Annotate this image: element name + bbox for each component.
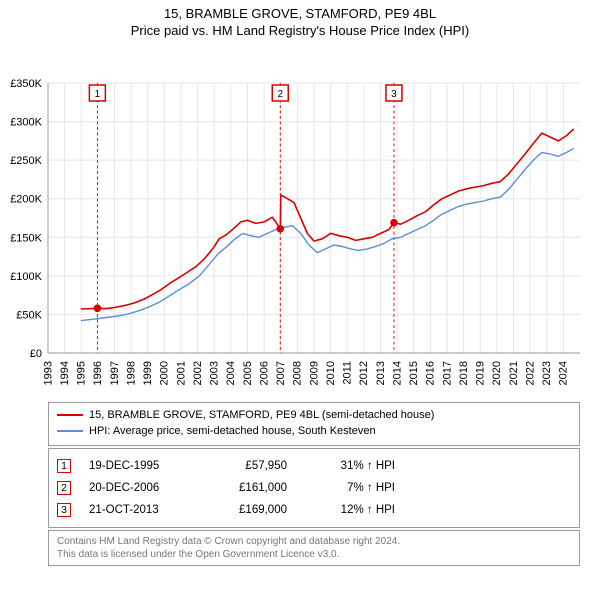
legend-label: 15, BRAMBLE GROVE, STAMFORD, PE9 4BL (se… bbox=[89, 409, 434, 421]
svg-text:£0: £0 bbox=[30, 348, 42, 360]
svg-text:2001: 2001 bbox=[175, 361, 187, 385]
svg-text:£200K: £200K bbox=[10, 194, 42, 206]
svg-text:2003: 2003 bbox=[209, 361, 221, 385]
svg-text:1994: 1994 bbox=[59, 361, 71, 385]
svg-text:2004: 2004 bbox=[225, 361, 237, 385]
svg-text:2002: 2002 bbox=[192, 361, 204, 385]
svg-text:2017: 2017 bbox=[441, 361, 453, 385]
svg-text:£100K: £100K bbox=[10, 271, 42, 283]
legend-swatch bbox=[57, 414, 83, 416]
svg-text:2015: 2015 bbox=[408, 361, 420, 385]
svg-text:2022: 2022 bbox=[524, 361, 536, 385]
svg-text:1998: 1998 bbox=[125, 361, 137, 385]
svg-text:1993: 1993 bbox=[42, 361, 54, 385]
svg-text:2013: 2013 bbox=[375, 361, 387, 385]
svg-text:2006: 2006 bbox=[258, 361, 270, 385]
transaction-price: £161,000 bbox=[207, 482, 287, 494]
line-chart-svg: £0 £50K £100K £150K £200K £250K £300K £350K 1993… bbox=[0, 38, 600, 398]
footer-line-2: This data is licensed under the Open Gov… bbox=[57, 548, 571, 561]
transaction-pct-vs-hpi: 7% ↑ HPI bbox=[305, 482, 395, 494]
svg-text:2: 2 bbox=[277, 89, 283, 100]
transaction-date: 19-DEC-1995 bbox=[89, 460, 189, 472]
svg-text:£300K: £300K bbox=[10, 117, 42, 129]
svg-text:£150K: £150K bbox=[10, 232, 42, 244]
svg-text:3: 3 bbox=[391, 89, 397, 100]
svg-text:2007: 2007 bbox=[275, 361, 287, 385]
transaction-date: 20-DEC-2006 bbox=[89, 482, 189, 494]
legend-row: 15, BRAMBLE GROVE, STAMFORD, PE9 4BL (se… bbox=[57, 407, 571, 423]
transaction-pct-vs-hpi: 31% ↑ HPI bbox=[305, 460, 395, 472]
svg-text:1999: 1999 bbox=[142, 361, 154, 385]
transaction-marker-badge: 3 bbox=[57, 503, 71, 517]
transaction-marker-badge: 2 bbox=[57, 481, 71, 495]
svg-text:2016: 2016 bbox=[425, 361, 437, 385]
svg-text:2014: 2014 bbox=[391, 361, 403, 385]
svg-text:2008: 2008 bbox=[292, 361, 304, 385]
transactions-box: 1 19-DEC-1995 £57,950 31% ↑ HPI 2 20-DEC-2006… bbox=[48, 448, 580, 528]
transaction-price: £57,950 bbox=[207, 460, 287, 472]
svg-text:2012: 2012 bbox=[358, 361, 370, 385]
svg-text:2018: 2018 bbox=[458, 361, 470, 385]
transaction-pct-vs-hpi: 12% ↑ HPI bbox=[305, 504, 395, 516]
svg-text:2019: 2019 bbox=[475, 361, 487, 385]
svg-text:2023: 2023 bbox=[541, 361, 553, 385]
svg-text:£350K: £350K bbox=[10, 78, 42, 90]
transaction-marker-badge: 1 bbox=[57, 459, 71, 473]
svg-text:2009: 2009 bbox=[308, 361, 320, 385]
transaction-row: 2 20-DEC-2006 £161,000 7% ↑ HPI bbox=[57, 477, 571, 499]
svg-text:1995: 1995 bbox=[76, 361, 88, 385]
transaction-row: 1 19-DEC-1995 £57,950 31% ↑ HPI bbox=[57, 455, 571, 477]
footer-line-1: Contains HM Land Registry data © Crown c… bbox=[57, 535, 571, 548]
chart-title: 15, BRAMBLE GROVE, STAMFORD, PE9 4BL bbox=[0, 6, 600, 21]
chart-subtitle: Price paid vs. HM Land Registry's House … bbox=[0, 23, 600, 38]
svg-text:2010: 2010 bbox=[325, 361, 337, 385]
svg-text:2020: 2020 bbox=[491, 361, 503, 385]
svg-text:1996: 1996 bbox=[92, 361, 104, 385]
footer-attribution: Contains HM Land Registry data © Crown c… bbox=[48, 530, 580, 566]
transaction-row: 3 21-OCT-2013 £169,000 12% ↑ HPI bbox=[57, 499, 571, 521]
legend-row: HPI: Average price, semi-detached house,… bbox=[57, 423, 571, 439]
transaction-price: £169,000 bbox=[207, 504, 287, 516]
svg-text:2000: 2000 bbox=[159, 361, 171, 385]
svg-text:£50K: £50K bbox=[16, 309, 42, 321]
legend-box: 15, BRAMBLE GROVE, STAMFORD, PE9 4BL (se… bbox=[48, 402, 580, 446]
svg-text:2021: 2021 bbox=[508, 361, 520, 385]
svg-text:2024: 2024 bbox=[558, 361, 570, 385]
legend-label: HPI: Average price, semi-detached house,… bbox=[89, 425, 376, 437]
svg-text:2011: 2011 bbox=[342, 361, 354, 385]
svg-text:£250K: £250K bbox=[10, 155, 42, 167]
legend-swatch bbox=[57, 430, 83, 432]
svg-text:1: 1 bbox=[95, 89, 101, 100]
chart-area: £0 £50K £100K £150K £200K £250K £300K £350K 1993… bbox=[0, 38, 600, 398]
svg-text:2005: 2005 bbox=[242, 361, 254, 385]
transaction-date: 21-OCT-2013 bbox=[89, 504, 189, 516]
svg-text:1997: 1997 bbox=[109, 361, 121, 385]
